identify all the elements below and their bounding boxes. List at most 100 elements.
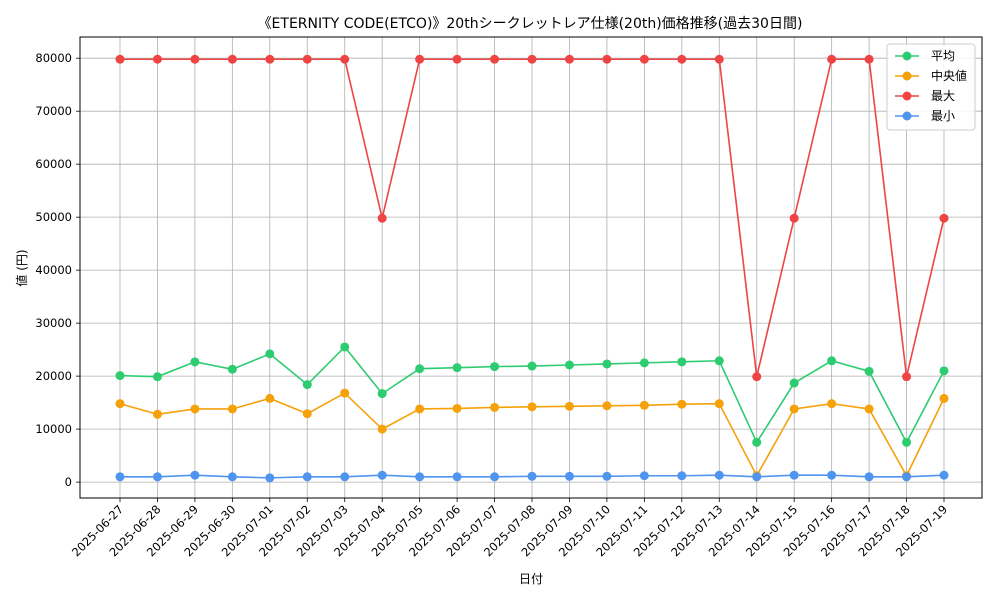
- data-point: [602, 359, 612, 369]
- data-point: [340, 342, 350, 352]
- data-point: [639, 400, 649, 410]
- y-tick-label: 40000: [35, 263, 72, 277]
- data-point: [714, 470, 724, 480]
- data-point: [115, 399, 125, 409]
- data-point: [639, 54, 649, 64]
- data-point: [190, 404, 200, 414]
- data-point: [377, 213, 387, 223]
- data-point: [415, 364, 425, 374]
- data-point: [490, 402, 500, 412]
- legend-marker: [902, 51, 912, 61]
- data-point: [789, 404, 799, 414]
- legend-marker: [902, 91, 912, 101]
- plot-frame: [79, 36, 983, 499]
- data-point: [190, 470, 200, 480]
- data-point: [340, 472, 350, 482]
- data-point: [639, 358, 649, 368]
- data-point: [527, 471, 537, 481]
- legend-box: [886, 43, 976, 131]
- data-point: [415, 404, 425, 414]
- data-point: [452, 403, 462, 413]
- y-tick-label: 50000: [35, 210, 72, 224]
- x-axis-label: 日付: [519, 572, 543, 586]
- data-point: [864, 54, 874, 64]
- series-1: [115, 388, 949, 481]
- legend-label: 最小: [931, 109, 955, 123]
- data-point: [677, 471, 687, 481]
- data-point: [340, 54, 350, 64]
- data-point: [190, 54, 200, 64]
- data-point: [152, 472, 162, 482]
- data-point: [714, 399, 724, 409]
- data-point: [789, 470, 799, 480]
- data-point: [864, 366, 874, 376]
- data-point: [302, 54, 312, 64]
- data-point: [227, 472, 237, 482]
- y-tick-label: 10000: [35, 422, 72, 436]
- data-point: [939, 470, 949, 480]
- data-point: [564, 401, 574, 411]
- data-point: [864, 472, 874, 482]
- series-layer: [115, 54, 949, 483]
- data-point: [939, 213, 949, 223]
- grid-layer: [80, 37, 982, 498]
- legend-label: 最大: [931, 89, 955, 103]
- data-point: [190, 357, 200, 367]
- data-point: [527, 54, 537, 64]
- chart-title: 《ETERNITY CODE(ETCO)》20thシークレットレア仕様(20th…: [258, 16, 803, 32]
- data-point: [564, 360, 574, 370]
- data-point: [415, 54, 425, 64]
- data-point: [265, 393, 275, 403]
- data-point: [677, 399, 687, 409]
- series-2: [115, 54, 949, 382]
- data-point: [752, 472, 762, 482]
- y-axis-label: 値 (円): [14, 249, 29, 286]
- axis-layer: 0 10000 20000 30000 40000 50000 60000 70000 8000…: [35, 36, 983, 559]
- series-0: [115, 342, 949, 447]
- data-point: [415, 472, 425, 482]
- data-point: [564, 471, 574, 481]
- y-tick-label: 60000: [35, 157, 72, 171]
- y-tick-label: 0: [65, 475, 72, 489]
- data-point: [639, 471, 649, 481]
- data-point: [602, 54, 612, 64]
- data-point: [490, 362, 500, 372]
- y-tick-label: 20000: [35, 369, 72, 383]
- data-point: [527, 361, 537, 371]
- data-point: [527, 402, 537, 412]
- data-point: [115, 54, 125, 64]
- data-point: [864, 404, 874, 414]
- data-point: [340, 388, 350, 398]
- data-point: [827, 356, 837, 366]
- data-point: [452, 54, 462, 64]
- data-point: [265, 54, 275, 64]
- legend-marker: [902, 71, 912, 81]
- data-point: [827, 399, 837, 409]
- series-3: [115, 470, 949, 483]
- data-point: [827, 54, 837, 64]
- data-point: [227, 54, 237, 64]
- data-point: [452, 363, 462, 373]
- legend-label: 中央値: [931, 68, 967, 83]
- legend-label: 平均: [931, 49, 955, 63]
- data-point: [302, 380, 312, 390]
- data-point: [302, 409, 312, 419]
- data-point: [265, 473, 275, 483]
- data-point: [377, 424, 387, 434]
- data-point: [564, 54, 574, 64]
- data-point: [939, 366, 949, 376]
- data-point: [602, 471, 612, 481]
- data-point: [152, 409, 162, 419]
- data-point: [602, 401, 612, 411]
- data-point: [377, 389, 387, 399]
- data-point: [902, 437, 912, 447]
- data-point: [789, 213, 799, 223]
- data-point: [115, 472, 125, 482]
- data-point: [302, 472, 312, 482]
- data-point: [490, 54, 500, 64]
- data-point: [714, 356, 724, 366]
- data-point: [902, 472, 912, 482]
- data-point: [152, 54, 162, 64]
- data-point: [752, 437, 762, 447]
